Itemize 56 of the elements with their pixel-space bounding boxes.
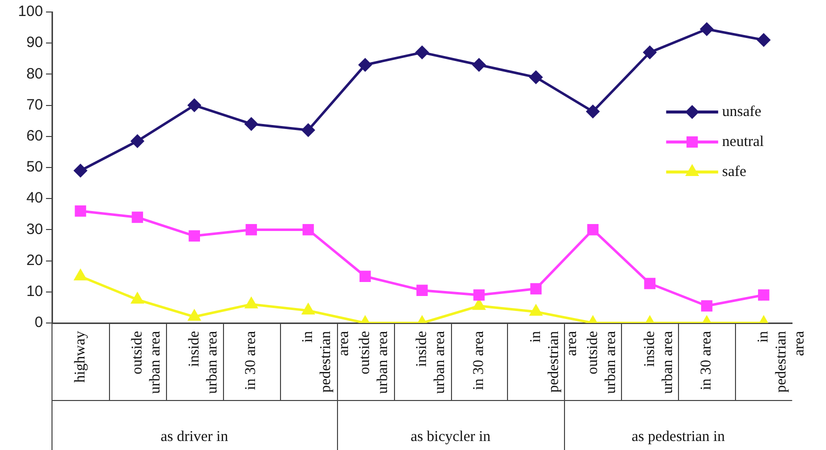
x-tick-label: highway	[72, 330, 88, 383]
y-tick-label: 80	[26, 65, 43, 82]
point	[244, 116, 258, 131]
point	[700, 22, 714, 36]
point	[530, 283, 542, 294]
point	[130, 134, 144, 148]
point	[301, 302, 316, 315]
y-tick-label: 20	[26, 252, 43, 269]
point	[301, 123, 316, 138]
point	[473, 289, 485, 301]
point	[130, 292, 144, 304]
point	[73, 164, 88, 178]
point	[302, 224, 314, 236]
point	[529, 304, 543, 316]
y-tick-label: 10	[26, 283, 43, 300]
legend-label: unsafe	[722, 104, 762, 120]
point	[74, 268, 88, 280]
y-tick-label: 70	[26, 96, 43, 114]
point	[642, 45, 657, 60]
point	[244, 296, 258, 308]
point	[187, 308, 202, 321]
y-tick-label: 60	[26, 128, 43, 145]
point	[701, 300, 712, 312]
y-tick-label: 0	[34, 314, 43, 332]
legend-label: neutral	[722, 134, 764, 150]
point	[187, 98, 202, 112]
point	[358, 58, 372, 72]
y-tick-label: 30	[26, 220, 43, 238]
point	[587, 224, 599, 236]
point	[188, 230, 200, 242]
point	[359, 270, 371, 282]
point	[416, 284, 428, 296]
point	[586, 104, 600, 119]
x-tick-label: in pedestrian area	[528, 330, 580, 393]
point	[472, 58, 486, 72]
x-tick-label: in 30 area	[698, 330, 715, 390]
text: as pedestrian in	[632, 428, 726, 445]
legend-label: safe	[722, 164, 747, 180]
text: as bicycler in	[410, 428, 492, 445]
y-tick-label: 50	[26, 158, 43, 176]
point	[132, 212, 144, 223]
point	[758, 289, 770, 301]
x-tick-label: in pedestrian area	[756, 330, 808, 393]
point	[528, 70, 543, 84]
x-tick-label: in 30 area	[470, 330, 487, 390]
point	[74, 205, 86, 217]
point	[644, 278, 656, 290]
y-tick-label: 90	[26, 34, 43, 52]
point	[415, 45, 430, 60]
y-tick-label: 100	[18, 3, 43, 20]
point	[756, 32, 771, 47]
text: as driver in	[160, 428, 229, 445]
x-tick-label: in 30 area	[243, 330, 260, 390]
x-tick-label: in pedestrian area	[300, 330, 352, 393]
point	[246, 224, 257, 236]
y-tick-label: 40	[26, 190, 43, 207]
